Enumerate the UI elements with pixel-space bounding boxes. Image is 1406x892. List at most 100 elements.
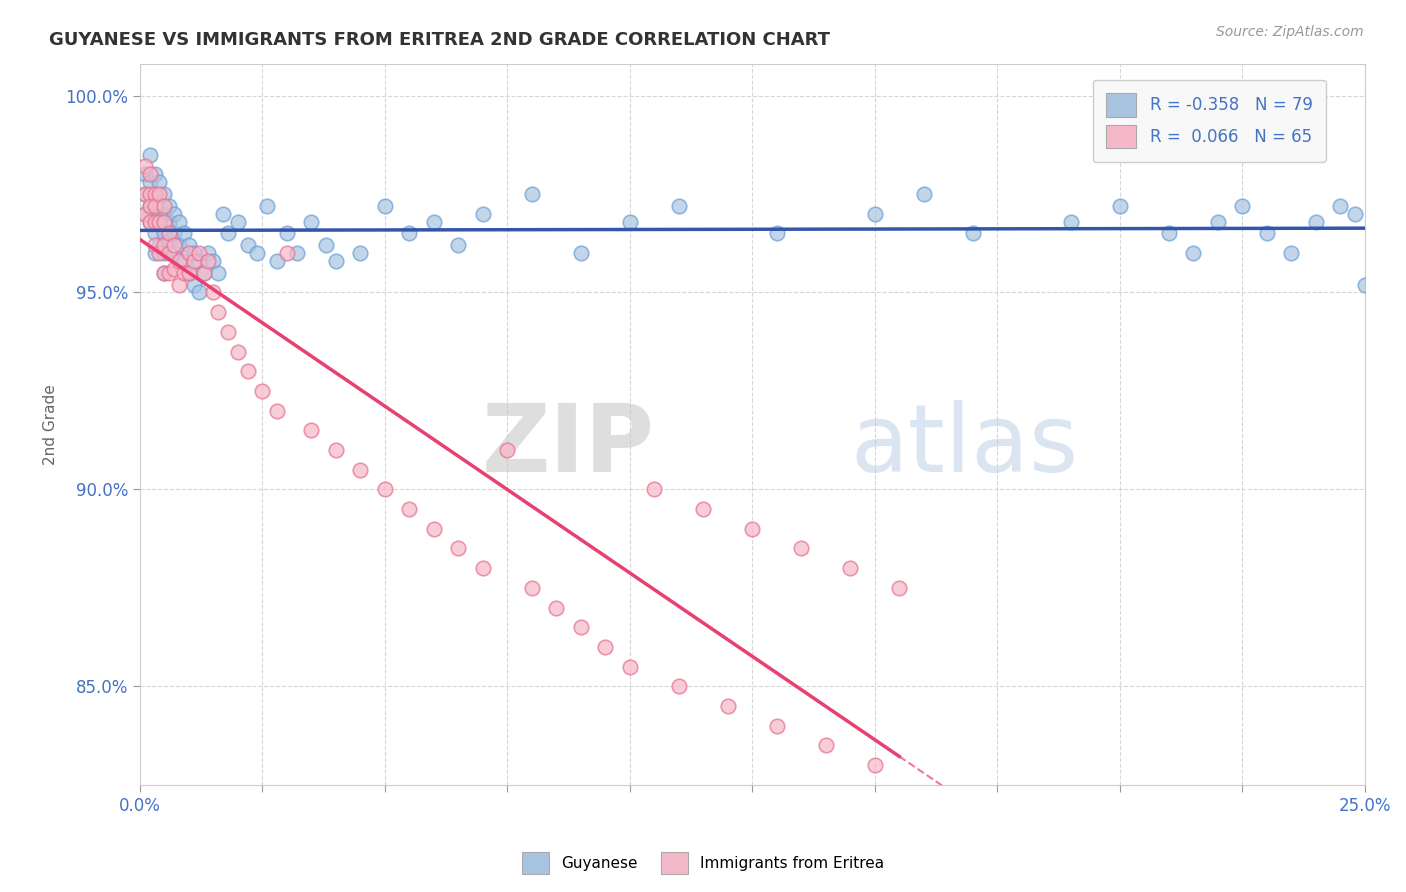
Point [496,442,519,457]
Point [1232,199,1254,213]
Point [668,199,690,213]
Point [157,214,180,228]
Point [520,187,543,202]
Point [226,344,249,359]
Point [163,246,186,260]
Point [163,207,186,221]
Point [138,214,160,228]
Point [398,227,420,241]
Point [148,214,170,228]
Point [148,238,170,252]
Point [1206,214,1229,228]
Point [187,285,209,300]
Point [765,227,787,241]
Point [138,214,160,228]
Point [143,187,166,202]
Point [143,246,166,260]
Point [138,147,160,161]
Point [299,423,322,437]
Point [398,502,420,516]
Point [177,266,200,280]
Point [167,254,190,268]
Point [643,483,665,497]
Point [173,227,195,241]
Point [153,207,176,221]
Point [138,175,160,189]
Point [148,187,170,202]
Point [138,187,160,202]
Point [143,227,166,241]
Point [187,246,209,260]
Point [212,207,235,221]
Point [157,227,180,241]
Point [177,238,200,252]
Point [177,246,200,260]
Point [447,238,470,252]
Point [134,167,156,181]
Point [423,214,446,228]
Point [246,246,269,260]
Y-axis label: 2nd Grade: 2nd Grade [44,384,58,465]
Text: GUYANESE VS IMMIGRANTS FROM ERITREA 2ND GRADE CORRELATION CHART: GUYANESE VS IMMIGRANTS FROM ERITREA 2ND … [49,31,830,49]
Point [138,167,160,181]
Point [814,739,837,753]
Point [569,246,592,260]
Point [183,254,205,268]
Point [349,463,371,477]
Point [148,214,170,228]
Point [619,659,641,673]
Point [619,214,641,228]
Point [889,581,911,595]
Point [217,227,239,241]
Point [595,640,617,654]
Point [1344,207,1367,221]
Point [163,227,186,241]
Point [252,384,274,398]
Point [912,187,935,202]
Point [1256,227,1278,241]
Point [1329,199,1351,213]
Point [1060,214,1083,228]
Point [423,522,446,536]
Point [863,758,886,772]
Point [134,207,156,221]
Point [148,175,170,189]
Point [325,254,347,268]
Point [148,246,170,260]
Point [207,305,229,319]
Point [374,199,396,213]
Point [790,541,813,556]
Point [187,254,209,268]
Point [134,187,156,202]
Point [163,261,186,276]
Point [134,207,156,221]
Point [143,238,166,252]
Point [962,227,984,241]
Point [153,187,176,202]
Point [447,541,470,556]
Point [173,266,195,280]
Point [863,207,886,221]
Point [256,199,278,213]
Point [157,234,180,248]
Point [197,254,219,268]
Point [157,246,180,260]
Point [285,246,308,260]
Point [134,160,156,174]
Point [138,199,160,213]
Point [1157,227,1180,241]
Point [143,207,166,221]
Point [520,581,543,595]
Point [374,483,396,497]
Point [167,238,190,252]
Point [569,620,592,634]
Point [839,561,862,575]
Point [207,266,229,280]
Point [193,266,215,280]
Text: ZIP: ZIP [481,400,654,492]
Point [1354,277,1376,292]
Point [153,199,176,213]
Point [315,238,337,252]
Point [692,502,714,516]
Point [173,254,195,268]
